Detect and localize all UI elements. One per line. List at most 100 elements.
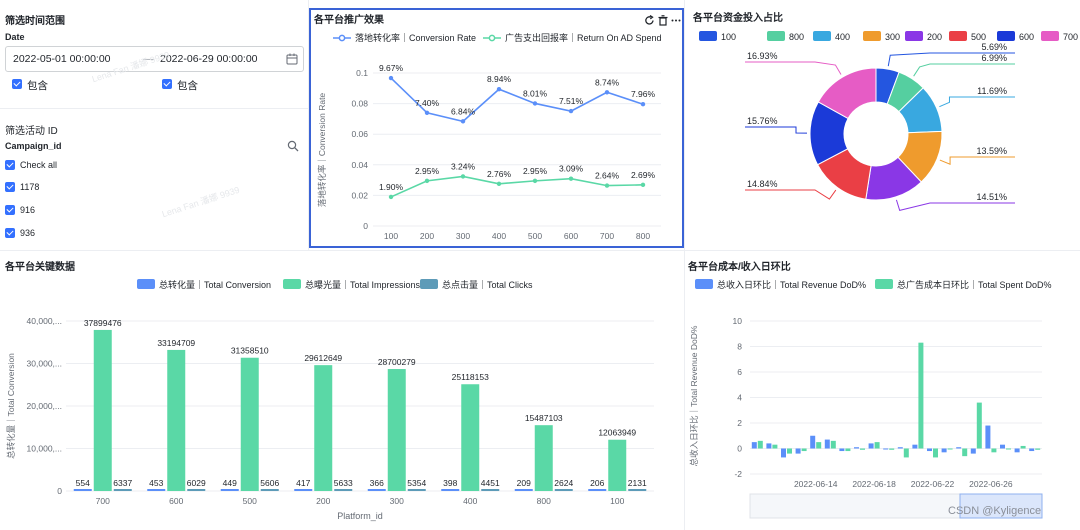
chart-title: 各平台成本/收入日环比 [687, 260, 791, 273]
y-tick-label: 2 [737, 418, 742, 428]
x-tick-label: 100 [384, 231, 398, 241]
calendar-icon[interactable] [286, 53, 298, 65]
legend-label: 500 [971, 32, 986, 42]
include-start-checkbox[interactable] [12, 79, 22, 89]
bar [787, 448, 792, 454]
bar [334, 489, 353, 491]
refresh-icon[interactable] [644, 15, 655, 26]
bar [874, 442, 880, 449]
campaign-checkbox[interactable] [5, 228, 15, 238]
bar [918, 342, 924, 449]
end-date-value[interactable]: 2022-06-29 00:00:00 [160, 53, 258, 65]
bar [534, 425, 553, 491]
data-point [604, 183, 610, 188]
x-tick-label: 500 [528, 231, 542, 241]
data-label: 2624 [554, 478, 573, 488]
legend-swatch [949, 31, 967, 41]
chart-title: 各平台推广效果 [313, 13, 385, 26]
bar [897, 447, 903, 449]
bar [441, 489, 460, 491]
bar [868, 443, 874, 449]
campaign-option-label: 1178 [20, 182, 40, 192]
check-all-label: Check all [20, 160, 58, 170]
legend-label: 广告支出回报率｜Return On AD Spend [505, 32, 662, 43]
bar [801, 448, 807, 452]
bar [933, 448, 938, 458]
x-tick-label: 100 [610, 496, 624, 506]
x-tick-label: 400 [463, 496, 477, 506]
data-label: 8.01% [523, 88, 548, 98]
x-tick-label: 700 [600, 231, 614, 241]
data-label: 5633 [334, 478, 353, 488]
start-date-value[interactable]: 2022-05-01 00:00:00 [13, 53, 111, 65]
slice-label: 6.99% [981, 53, 1007, 63]
bar [187, 489, 206, 491]
campaign-checkbox[interactable] [5, 182, 15, 192]
x-tick-label: 200 [420, 231, 434, 241]
data-label: 417 [296, 478, 310, 488]
legend-swatch [905, 31, 923, 41]
data-point [532, 178, 538, 184]
data-label: 3.09% [559, 164, 584, 174]
data-label: 8.94% [487, 74, 512, 84]
range-separator: — [143, 53, 154, 65]
series-line [390, 175, 644, 198]
bar [854, 447, 859, 449]
bar [845, 448, 851, 452]
conversion-chart-panel[interactable]: 各平台推广效果 落地转化率｜Conversion Rate 广告支出回报率｜Retu… [309, 8, 684, 248]
trash-icon[interactable] [658, 15, 668, 26]
zoom-slider-window[interactable] [959, 493, 1043, 519]
y-tick-label: 6 [737, 367, 742, 377]
bar [628, 489, 647, 491]
data-point [460, 119, 466, 124]
y-tick-label: 0.1 [356, 68, 368, 78]
bar [314, 365, 333, 491]
chart-title: 各平台资金投入占比 [692, 11, 783, 24]
leader-line [745, 61, 842, 75]
legend-label: 总点击量｜Total Clicks [442, 279, 533, 290]
legend-label: 700 [1063, 32, 1078, 42]
bar [903, 448, 909, 458]
data-point [496, 87, 502, 92]
y-tick-label: -2 [734, 469, 742, 479]
legend-swatch [767, 31, 785, 41]
legend-label: 800 [789, 32, 804, 42]
pie-slice [817, 67, 877, 120]
bar [554, 489, 573, 491]
bar [824, 439, 830, 449]
legend-swatch [695, 279, 713, 289]
y-tick-label: 4 [737, 393, 742, 403]
bar [962, 448, 968, 457]
bar [588, 489, 607, 491]
bar [772, 444, 778, 449]
legend-label: 总收入日环比｜Total Revenue DoD% [717, 279, 866, 290]
y-tick-label: 0 [57, 486, 62, 496]
data-point [388, 75, 394, 81]
legend-swatch [863, 31, 881, 41]
data-label: 449 [223, 478, 237, 488]
bar [367, 489, 386, 491]
data-label: 29612649 [304, 353, 342, 363]
data-point [640, 102, 646, 107]
bar [260, 489, 279, 491]
data-label: 2.95% [523, 166, 548, 176]
campaign-checkbox[interactable] [5, 205, 15, 215]
date-range-picker[interactable]: 2022-05-01 00:00:00 — 2022-06-29 00:00:0… [5, 46, 304, 72]
spend-share-panel: 各平台资金投入占比 100 800 400 300 200 500 600 700 5.69% 6.… [685, 0, 1080, 250]
campaign-option-label: 936 [20, 228, 36, 238]
more-icon[interactable] [671, 15, 681, 26]
include-end-checkbox[interactable] [162, 79, 172, 89]
dod-panel: 各平台成本/收入日环比 总收入日环比｜Total Revenue DoD% 总广告成… [685, 251, 1080, 530]
data-point [604, 90, 610, 95]
data-label: 2.76% [487, 169, 512, 179]
data-point [640, 182, 646, 188]
data-label: 554 [76, 478, 90, 488]
data-point [424, 110, 430, 115]
search-icon[interactable] [287, 140, 299, 152]
legend-label: 300 [885, 32, 900, 42]
data-label: 15487103 [525, 413, 563, 423]
series-line [390, 77, 644, 123]
check-all-checkbox[interactable] [5, 160, 15, 170]
x-axis-label: Platform_id [337, 511, 383, 521]
bar [830, 440, 836, 449]
